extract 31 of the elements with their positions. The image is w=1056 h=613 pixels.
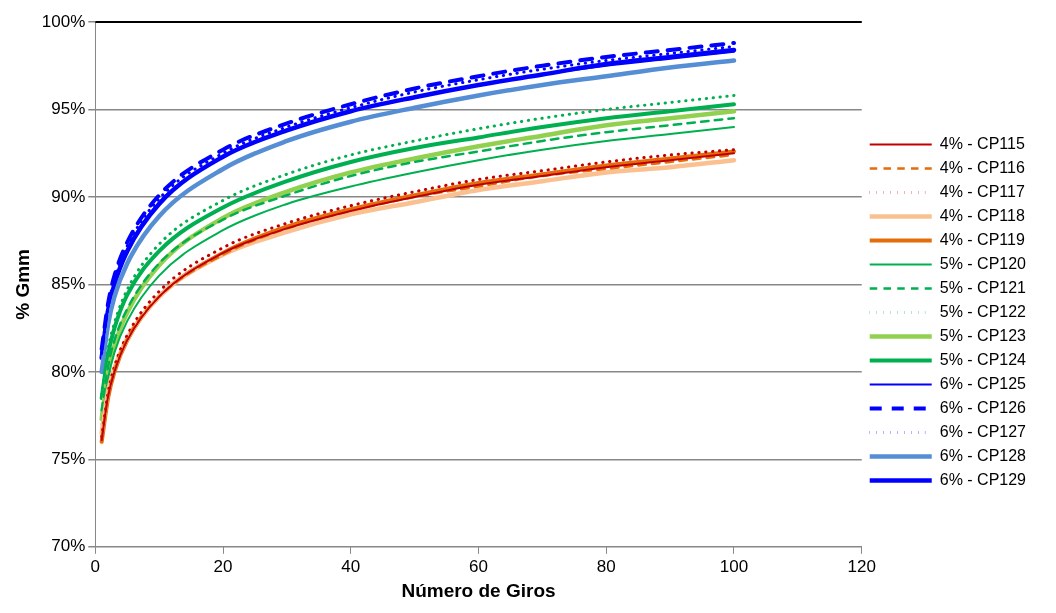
x-tick-label: 80 [596,556,616,576]
y-tick-label: 95% [51,99,86,119]
x-axis-title: Número de Giros [401,579,556,601]
y-axis-title: % Gmm [11,249,33,320]
y-tick-label: 75% [51,449,86,469]
y-tick-label: 100% [41,11,86,31]
legend-label: 6% - CP129 [939,470,1027,488]
legend-label: 4% - CP119 [939,230,1025,248]
legend-label: 6% - CP128 [939,446,1027,464]
y-tick-label: 85% [51,274,86,294]
x-tick-label: 20 [213,556,233,576]
legend-label: 5% - CP122 [939,302,1027,320]
legend-label: 6% - CP126 [939,398,1027,416]
legend-label: 5% - CP121 [939,278,1027,296]
x-tick-label: 60 [469,556,488,576]
legend-label: 6% - CP125 [939,374,1027,392]
legend-label: 4% - CP115 [939,134,1025,152]
y-tick-label: 70% [51,536,86,556]
legend-label: 5% - CP123 [939,326,1027,344]
legend-label: 5% - CP124 [939,350,1027,368]
y-tick-label: 90% [51,186,86,206]
legend-label: 5% - CP120 [939,254,1027,272]
y-tick-label: 80% [51,361,86,381]
legend-label: 4% - CP118 [939,206,1025,224]
x-tick-label: 0 [90,556,101,576]
legend-label: 6% - CP127 [939,422,1027,440]
legend-label: 4% - CP117 [939,182,1025,200]
legend-label: 4% - CP116 [939,158,1025,176]
x-tick-label: 120 [847,556,876,576]
x-tick-label: 40 [341,556,361,576]
x-tick-label: 100 [719,556,749,576]
